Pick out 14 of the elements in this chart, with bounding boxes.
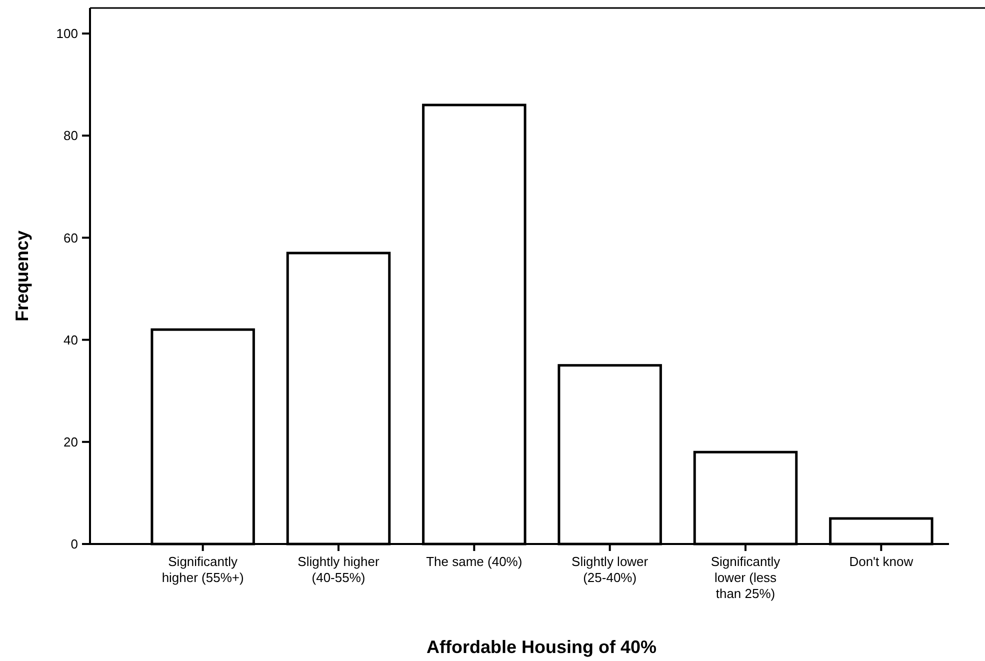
y-tick-label: 40 bbox=[64, 332, 78, 348]
y-tick-label: 20 bbox=[64, 434, 78, 450]
x-axis-title: Affordable Housing of 40% bbox=[426, 637, 657, 657]
x-tick-label: Significantly lower (less than 25%) bbox=[710, 554, 781, 601]
y-axis-title: Frequency bbox=[12, 230, 32, 322]
x-tick-label: Slightly higher (40-55%) bbox=[298, 554, 380, 585]
x-tick-label: Slightly lower (25-40%) bbox=[572, 554, 649, 585]
x-tick-label: Don't know bbox=[849, 554, 914, 569]
y-tick-label: 0 bbox=[70, 536, 78, 552]
y-tick-label: 100 bbox=[56, 26, 78, 42]
x-tick-label: The same (40%) bbox=[426, 554, 522, 569]
y-tick-label: 80 bbox=[64, 128, 78, 144]
y-tick-label: 60 bbox=[64, 230, 78, 246]
x-tick-label: Significantly higher (55%+) bbox=[162, 554, 244, 585]
